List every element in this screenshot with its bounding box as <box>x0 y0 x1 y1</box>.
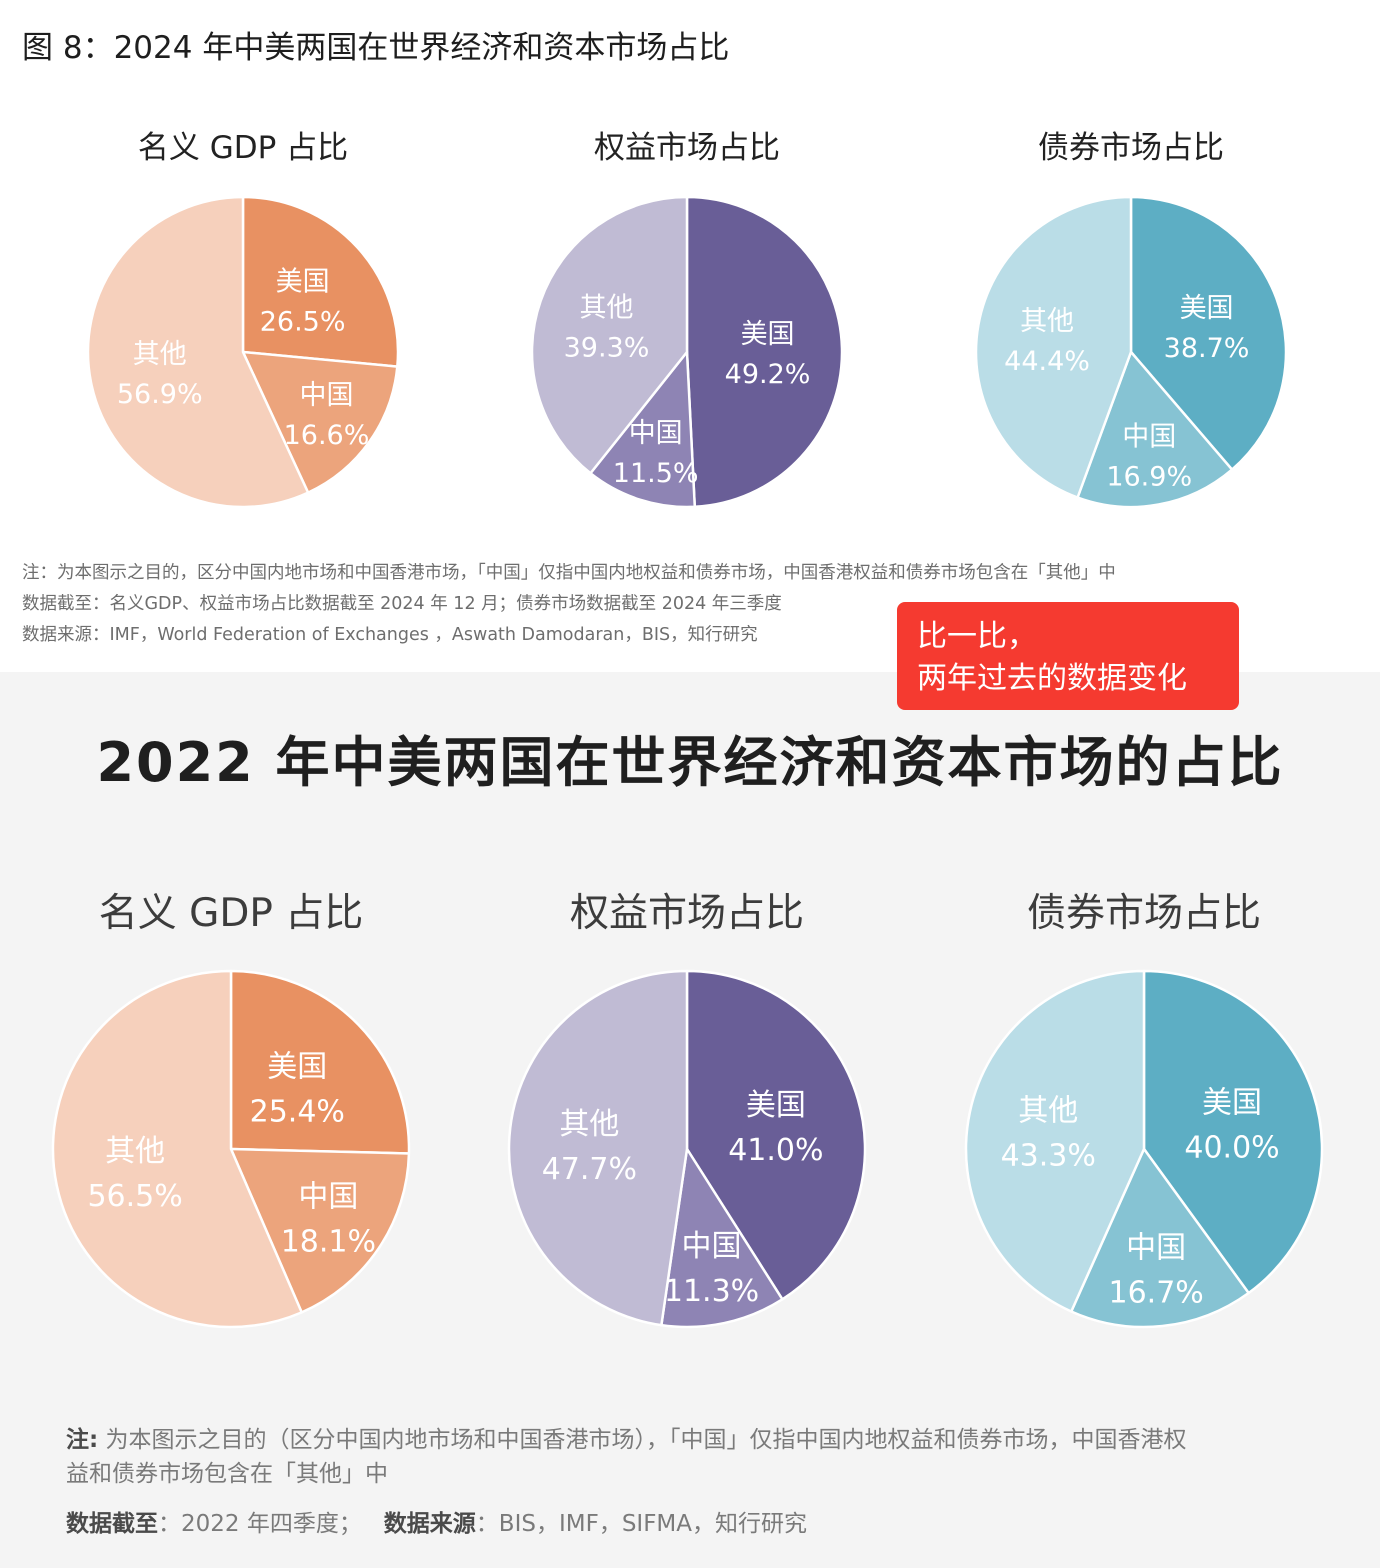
bottom-note: 注: 为本图示之目的（区分中国内地市场和中国香港市场），「中国」仅指中国内地权益… <box>66 1420 1187 1454</box>
pie-chart: 美国 25.4% 中国 18.1% 其他 56.5% <box>51 969 411 1329</box>
chart-title-equity-2022: 权益市场占比 <box>569 891 805 936</box>
top-note-line: 数据截至：名义GDP、权益市场占比数据截至 2024 年 12 月；债券市场数据… <box>22 594 782 614</box>
slice-label: 中国 <box>1126 1231 1186 1266</box>
slice-label: 其他 <box>105 1134 165 1169</box>
pie-chart: 美国 38.7% 中国 16.9% 其他 44.4% <box>974 195 1288 509</box>
slice-label: 中国 <box>300 380 354 411</box>
chart-title-gdp-2024: 名义 GDP 占比 <box>137 130 349 166</box>
slice-label: 中国 <box>298 1180 358 1215</box>
top-note-line: 注：为本图示之目的，区分中国内地市场和中国香港市场，「中国」仅指中国内地权益和债… <box>22 563 1116 583</box>
slice-value-label: 25.4% <box>250 1094 345 1129</box>
slice-label: 中国 <box>629 418 683 449</box>
pie-slice <box>964 969 1146 1313</box>
source-label: 数据来源 <box>383 1511 476 1537</box>
slice-value-label: 40.0% <box>1184 1130 1279 1165</box>
pie-slice <box>974 195 1133 499</box>
pie-slice <box>1129 195 1288 471</box>
pie-chart: 美国 40.0% 中国 16.7% 其他 43.3% <box>964 969 1324 1329</box>
slice-label: 其他 <box>133 339 187 370</box>
slice-value-label: 56.5% <box>87 1179 182 1214</box>
chart-title-bond-2022: 债券市场占比 <box>1026 891 1262 936</box>
slice-value-label: 56.9% <box>117 379 203 410</box>
slice-label: 其他 <box>559 1107 619 1142</box>
pie-slice <box>241 350 399 494</box>
pie-slice <box>1070 1147 1250 1329</box>
pie-slice <box>51 969 303 1329</box>
bottom-sources: 数据截至：2022 年四季度； 数据来源：BIS，IMF，SIFMA，知行研究 <box>66 1504 807 1538</box>
callout-line: 两年过去的数据变化 <box>917 661 1187 696</box>
pie-slice <box>86 195 310 509</box>
slice-value-label: 39.3% <box>564 333 650 364</box>
slice-label: 其他 <box>1020 306 1074 337</box>
pie-chart: 美国 49.2% 中国 11.5% 其他 39.3% <box>530 195 844 509</box>
slice-value-label: 11.5% <box>613 458 699 489</box>
bottom-figure-title: 2022 年中美两国在世界经济和资本市场的占比 <box>96 731 1284 794</box>
top-notes: 注：为本图示之目的，区分中国内地市场和中国香港市场，「中国」仅指中国内地权益和债… <box>22 558 1116 651</box>
callout-line: 比一比， <box>917 619 1037 654</box>
slice-value-label: 43.3% <box>1001 1138 1096 1173</box>
slice-value-label: 26.5% <box>260 307 346 338</box>
pie-slice <box>241 195 400 368</box>
cutoff-label: 数据截至 <box>66 1511 158 1537</box>
pie-chart: 美国 41.0% 中国 11.3% 其他 47.7% <box>507 969 867 1329</box>
pie-slice <box>1076 350 1234 509</box>
slice-label: 美国 <box>746 1088 806 1123</box>
pie-chart: 美国 26.5% 中国 16.6% 其他 56.9% <box>86 195 400 509</box>
note-text: 为本图示之目的（区分中国内地市场和中国香港市场），「中国」仅指中国内地权益和债券… <box>105 1427 1187 1453</box>
cutoff-value: ：2022 年四季度； <box>158 1511 362 1537</box>
note-label: 注: <box>66 1427 99 1453</box>
chart-title-bond-2024: 债券市场占比 <box>1038 130 1224 166</box>
pie-slice <box>660 1147 784 1329</box>
slice-value-label: 47.7% <box>542 1152 637 1187</box>
slice-value-label: 16.7% <box>1109 1276 1204 1311</box>
chart-title-gdp-2022: 名义 GDP 占比 <box>98 891 364 936</box>
slice-label: 美国 <box>276 267 330 298</box>
slice-value-label: 16.6% <box>284 420 370 451</box>
pie-slice <box>530 195 689 475</box>
pie-slice <box>1142 969 1324 1295</box>
slice-label: 美国 <box>1202 1085 1262 1120</box>
comparison-callout: 比一比， 两年过去的数据变化 <box>897 602 1239 710</box>
pie-slice <box>229 969 411 1155</box>
slice-label: 中国 <box>682 1229 742 1264</box>
slice-label: 美国 <box>1180 293 1234 324</box>
slice-label: 其他 <box>580 293 634 324</box>
pie-slice <box>589 350 697 509</box>
slice-label: 其他 <box>1018 1093 1078 1128</box>
pie-slice <box>507 969 689 1327</box>
slice-value-label: 38.7% <box>1164 333 1250 364</box>
figure-title: 图 8：2024 年中美两国在世界经济和资本市场占比 <box>22 30 730 66</box>
slice-value-label: 11.3% <box>664 1274 759 1309</box>
slice-value-label: 49.2% <box>725 359 811 390</box>
bottom-note-continued: 益和债券市场包含在「其他」中 <box>66 1454 388 1488</box>
slice-value-label: 41.0% <box>728 1133 823 1168</box>
slice-label: 美国 <box>267 1049 327 1084</box>
pie-slice <box>229 1147 411 1314</box>
slice-value-label: 16.9% <box>1106 461 1192 492</box>
pie-slice <box>685 195 844 509</box>
note-text: 益和债券市场包含在「其他」中 <box>66 1461 388 1487</box>
source-value: ：BIS，IMF，SIFMA，知行研究 <box>475 1511 808 1537</box>
slice-value-label: 18.1% <box>281 1225 376 1260</box>
chart-title-equity-2024: 权益市场占比 <box>594 130 780 166</box>
slice-value-label: 44.4% <box>1004 346 1090 377</box>
slice-label: 美国 <box>741 319 795 350</box>
top-note-line: 数据来源：IMF，World Federation of Exchanges ，… <box>22 625 758 645</box>
slice-label: 中国 <box>1122 421 1176 452</box>
